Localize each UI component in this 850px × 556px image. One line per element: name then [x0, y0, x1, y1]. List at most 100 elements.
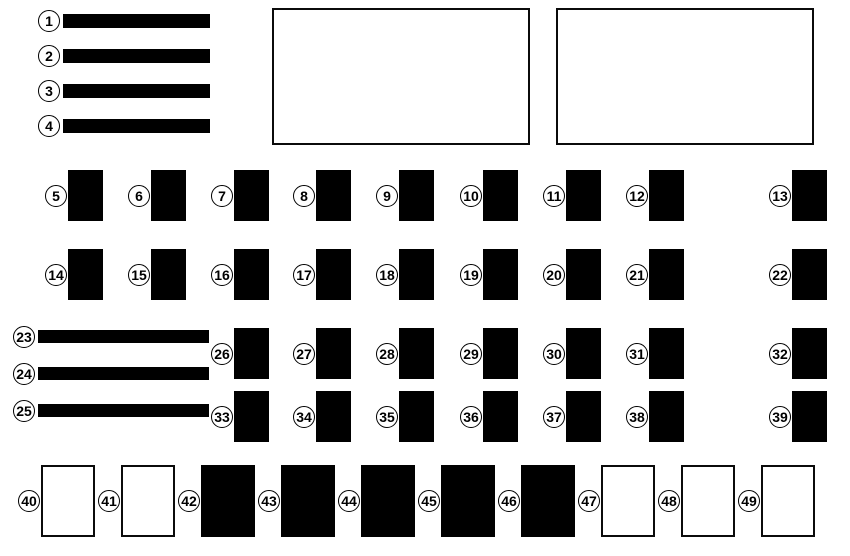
small-block-10: [483, 170, 518, 221]
label-10: 10: [460, 185, 482, 207]
label-7: 7: [211, 185, 233, 207]
small-block-38: [649, 391, 684, 442]
label-44: 44: [338, 490, 360, 512]
label-38: 38: [626, 406, 648, 428]
small-block-16: [234, 249, 269, 300]
small-block-15: [151, 249, 186, 300]
label-18: 18: [376, 264, 398, 286]
small-block-28: [399, 328, 434, 379]
wide-bar-23: [38, 330, 209, 343]
label-24: 24: [13, 363, 35, 385]
narrow-bar-1: [63, 14, 210, 28]
small-block-14: [68, 249, 103, 300]
narrow-bar-2: [63, 49, 210, 63]
label-33: 33: [211, 406, 233, 428]
large-block-46: [521, 465, 575, 537]
label-25: 25: [13, 400, 35, 422]
big-outline-left: [272, 8, 530, 145]
label-20: 20: [543, 264, 565, 286]
small-block-30: [566, 328, 601, 379]
small-block-31: [649, 328, 684, 379]
label-32: 32: [769, 343, 791, 365]
label-9: 9: [376, 185, 398, 207]
small-block-9: [399, 170, 434, 221]
small-block-5: [68, 170, 103, 221]
label-1: 1: [38, 10, 60, 32]
small-block-29: [483, 328, 518, 379]
label-30: 30: [543, 343, 565, 365]
small-block-32: [792, 328, 827, 379]
small-block-27: [316, 328, 351, 379]
small-block-20: [566, 249, 601, 300]
label-40: 40: [18, 490, 40, 512]
label-29: 29: [460, 343, 482, 365]
small-block-21: [649, 249, 684, 300]
wide-bar-25: [38, 404, 209, 417]
label-46: 46: [498, 490, 520, 512]
label-26: 26: [211, 343, 233, 365]
big-outline-right: [556, 8, 814, 145]
label-17: 17: [293, 264, 315, 286]
small-block-19: [483, 249, 518, 300]
small-block-12: [649, 170, 684, 221]
small-block-18: [399, 249, 434, 300]
small-block-34: [316, 391, 351, 442]
small-block-6: [151, 170, 186, 221]
label-5: 5: [45, 185, 67, 207]
small-block-33: [234, 391, 269, 442]
small-block-7: [234, 170, 269, 221]
small-block-26: [234, 328, 269, 379]
small-block-36: [483, 391, 518, 442]
large-block-42: [201, 465, 255, 537]
label-4: 4: [38, 115, 60, 137]
large-block-41: [121, 465, 175, 537]
label-31: 31: [626, 343, 648, 365]
small-block-39: [792, 391, 827, 442]
large-block-40: [41, 465, 95, 537]
large-block-44: [361, 465, 415, 537]
label-6: 6: [128, 185, 150, 207]
label-16: 16: [211, 264, 233, 286]
label-13: 13: [769, 185, 791, 207]
small-block-11: [566, 170, 601, 221]
label-19: 19: [460, 264, 482, 286]
label-36: 36: [460, 406, 482, 428]
label-2: 2: [38, 45, 60, 67]
small-block-37: [566, 391, 601, 442]
label-42: 42: [178, 490, 200, 512]
small-block-17: [316, 249, 351, 300]
small-block-8: [316, 170, 351, 221]
small-block-22: [792, 249, 827, 300]
large-block-45: [441, 465, 495, 537]
label-14: 14: [45, 264, 67, 286]
label-45: 45: [418, 490, 440, 512]
label-8: 8: [293, 185, 315, 207]
large-block-49: [761, 465, 815, 537]
label-34: 34: [293, 406, 315, 428]
small-block-13: [792, 170, 827, 221]
label-11: 11: [543, 185, 565, 207]
wide-bar-24: [38, 367, 209, 380]
label-48: 48: [658, 490, 680, 512]
label-47: 47: [578, 490, 600, 512]
label-21: 21: [626, 264, 648, 286]
label-22: 22: [769, 264, 791, 286]
label-23: 23: [13, 326, 35, 348]
label-43: 43: [258, 490, 280, 512]
narrow-bar-3: [63, 84, 210, 98]
small-block-35: [399, 391, 434, 442]
label-15: 15: [128, 264, 150, 286]
label-12: 12: [626, 185, 648, 207]
large-block-43: [281, 465, 335, 537]
label-35: 35: [376, 406, 398, 428]
label-39: 39: [769, 406, 791, 428]
large-block-47: [601, 465, 655, 537]
label-3: 3: [38, 80, 60, 102]
large-block-48: [681, 465, 735, 537]
label-27: 27: [293, 343, 315, 365]
label-41: 41: [98, 490, 120, 512]
narrow-bar-4: [63, 119, 210, 133]
label-28: 28: [376, 343, 398, 365]
label-49: 49: [738, 490, 760, 512]
label-37: 37: [543, 406, 565, 428]
